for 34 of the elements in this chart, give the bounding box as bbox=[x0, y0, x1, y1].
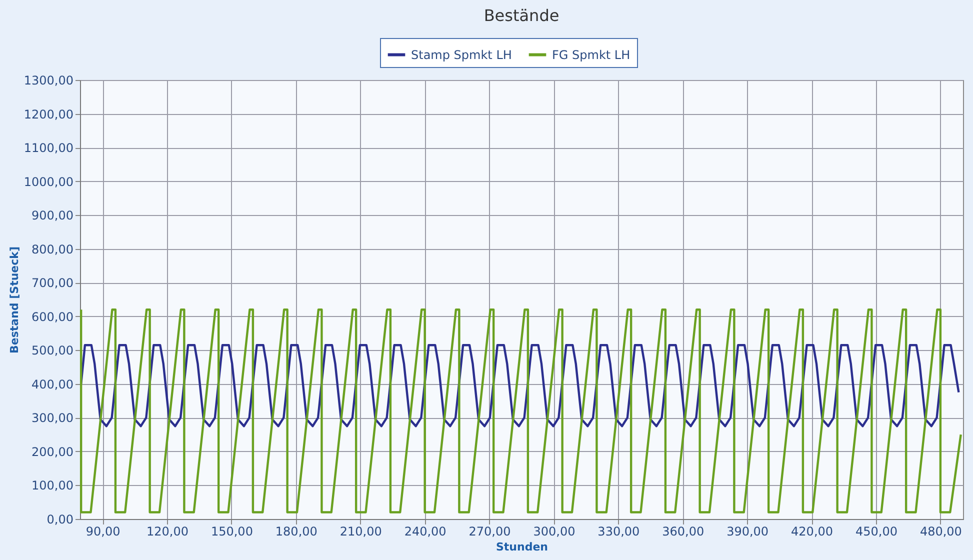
x-tick-label: 360,00 bbox=[662, 524, 704, 538]
legend-label: FG Spmkt LH bbox=[552, 48, 630, 62]
y-tick-label: 100,00 bbox=[32, 478, 74, 493]
x-tick-label: 90,00 bbox=[86, 524, 120, 538]
y-tick-label: 500,00 bbox=[32, 344, 74, 358]
x-tick-label: 390,00 bbox=[726, 524, 769, 538]
line-series bbox=[80, 344, 960, 428]
x-tick-label: 120,00 bbox=[146, 524, 189, 538]
y-tick-label: 1000,00 bbox=[24, 174, 74, 189]
legend-label: Stamp Spmkt LH bbox=[411, 48, 512, 62]
y-tick-label: 300,00 bbox=[32, 411, 74, 426]
x-tick-label: 180,00 bbox=[275, 524, 318, 538]
chart-title: Bestände bbox=[484, 6, 560, 25]
y-tick-label: 700,00 bbox=[32, 276, 74, 290]
y-tick-label: 1200,00 bbox=[24, 107, 74, 122]
x-tick-label: 270,00 bbox=[468, 524, 511, 538]
y-tick-label: 400,00 bbox=[32, 377, 74, 392]
y-tick-label: 600,00 bbox=[32, 310, 74, 324]
y-tick-label: 900,00 bbox=[32, 208, 74, 223]
y-tick-label: 1300,00 bbox=[24, 74, 74, 88]
y-tick-label: 200,00 bbox=[32, 444, 74, 459]
x-axis-title: Stunden bbox=[496, 540, 548, 554]
y-tick-label: 1100,00 bbox=[24, 141, 74, 156]
y-tick-label: 800,00 bbox=[32, 242, 74, 256]
x-tick-label: 330,00 bbox=[598, 524, 640, 538]
x-tick-label: 420,00 bbox=[791, 524, 834, 538]
x-tick-label: 450,00 bbox=[855, 524, 898, 538]
x-tick-label: 210,00 bbox=[340, 524, 382, 538]
x-tick-label: 240,00 bbox=[404, 524, 446, 538]
x-tick-label: 300,00 bbox=[533, 524, 576, 538]
y-tick-label: 0,00 bbox=[46, 512, 74, 526]
x-tick-label: 150,00 bbox=[210, 524, 253, 538]
y-axis-title: Bestand [Stueck] bbox=[8, 246, 21, 354]
x-tick-label: 480,00 bbox=[920, 524, 962, 538]
